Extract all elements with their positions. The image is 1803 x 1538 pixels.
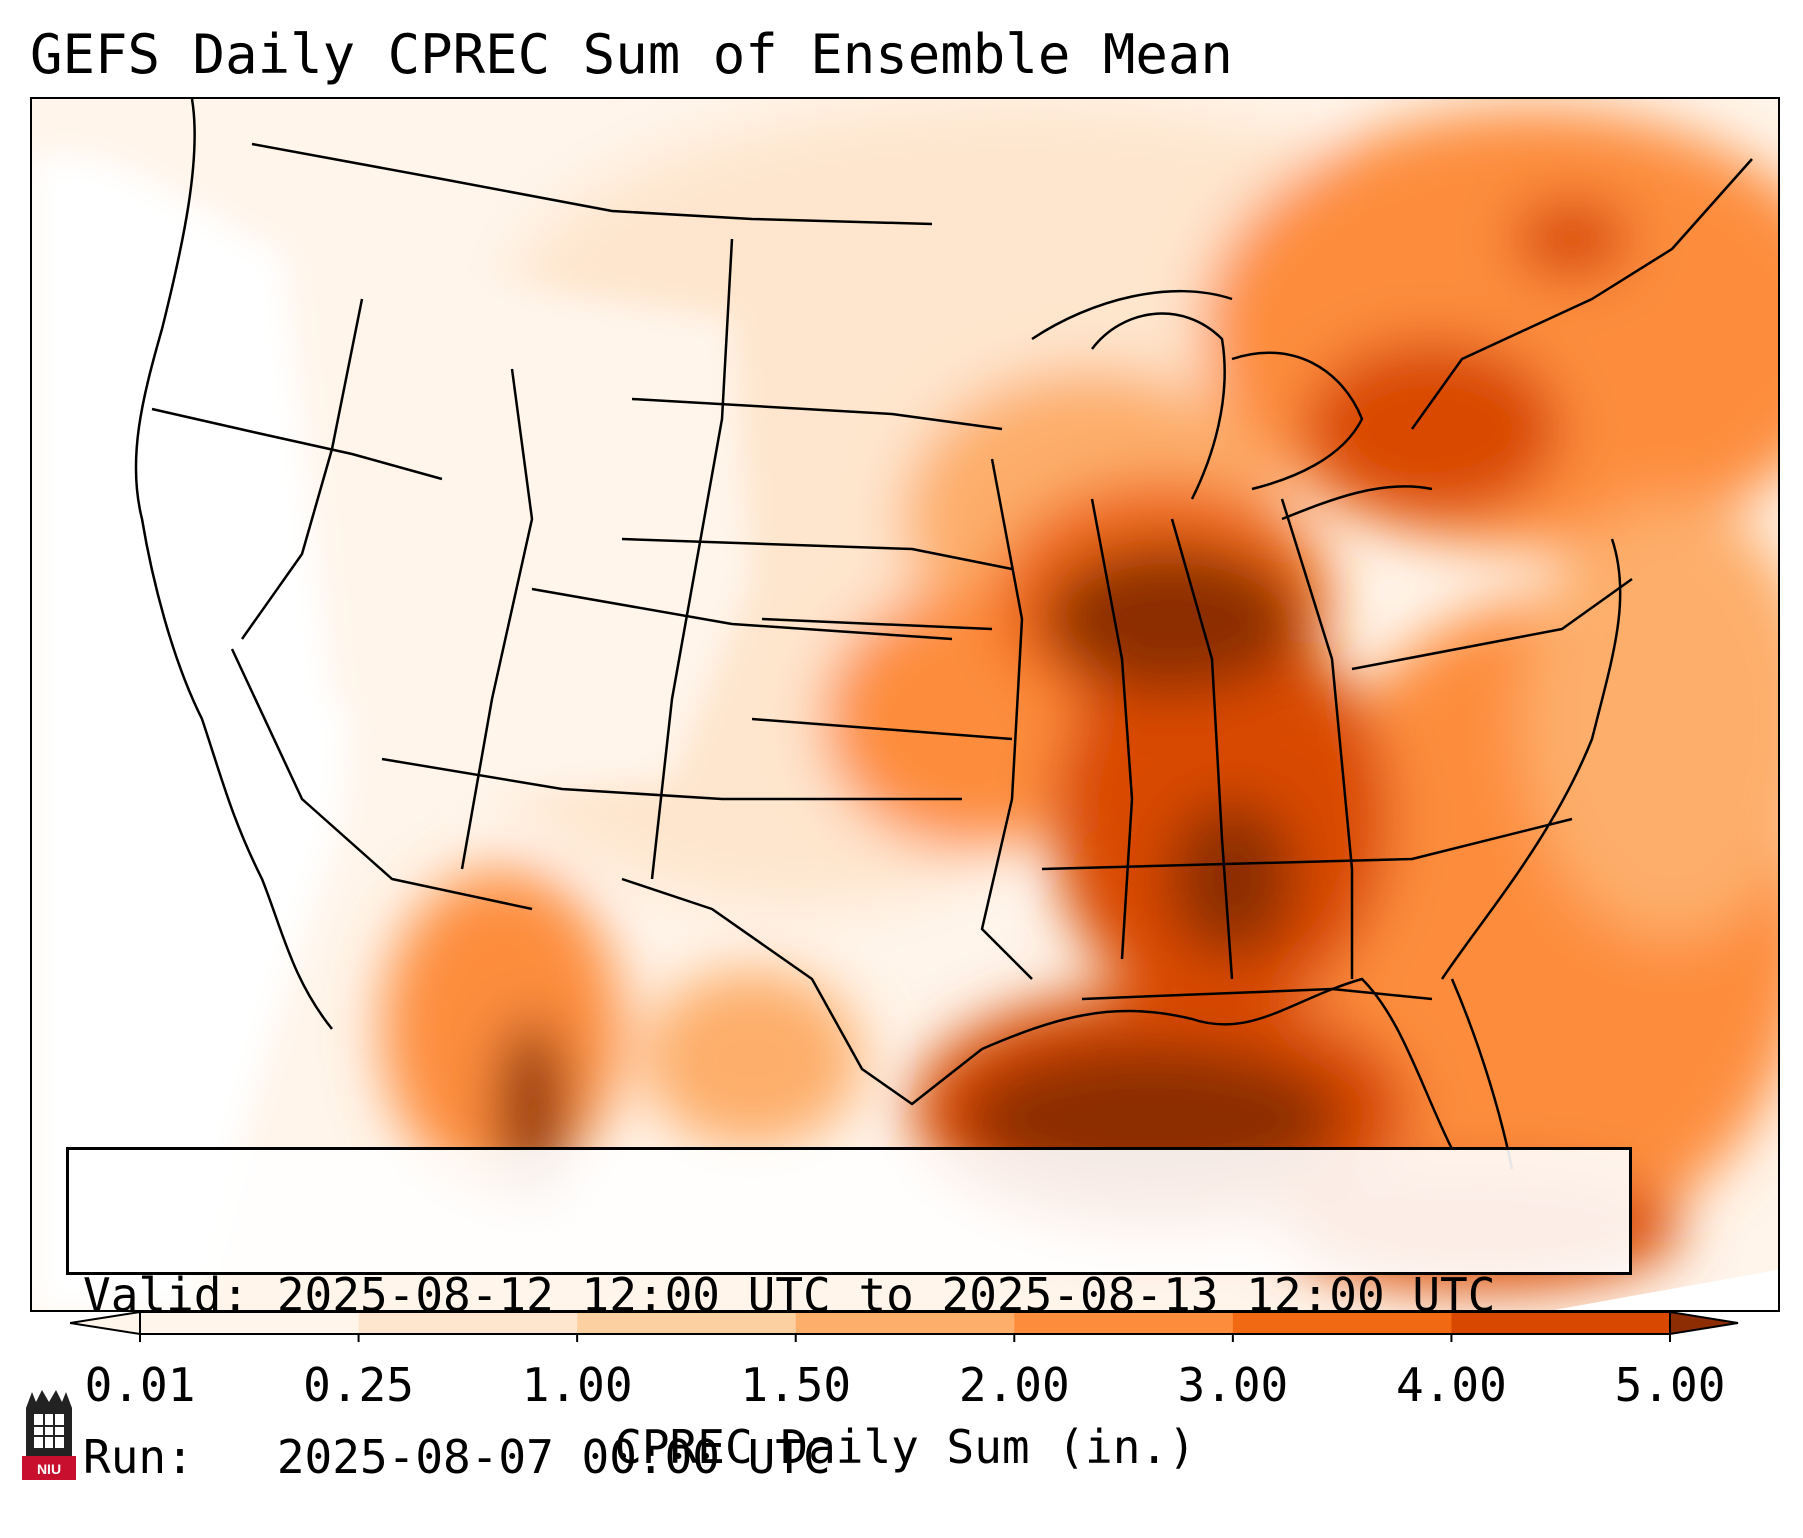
colorbar-ticks [139,1334,1671,1342]
nv-line [240,298,364,640]
colorbar-segment [795,1312,1015,1334]
colorbar-tick-label: 1.50 [740,1358,852,1412]
colorbar-tick-label: 0.01 [84,1358,196,1412]
colorbar-segment [1451,1312,1671,1334]
colorbar-segment [1232,1312,1452,1334]
lake-huron [1231,351,1364,491]
state-boundaries [134,99,1753,1170]
lake-superior [1031,289,1233,341]
west-coast [134,99,333,1030]
texas-border [621,877,983,1106]
logo-grid [34,1414,64,1448]
ut-line [460,368,534,870]
canada-border-west [251,142,933,226]
il-in-line [1090,498,1134,960]
colorbar-tick-label: 0.25 [303,1358,414,1412]
run-time-text: Run: 2025-08-07 00:00 UTC [83,1430,831,1484]
logo-window [34,1414,64,1448]
fl-line [1081,987,1433,1001]
in-oh-line [1170,518,1234,980]
info-box: Valid: 2025-08-12 12:00 UTC to 2025-08-1… [66,1147,1632,1484]
colorbar-tick-label: 1.00 [521,1358,633,1412]
canada-east [1410,158,1753,430]
colorbar-label: CPREC Daily Sum (in.) [614,1420,1196,1474]
projection-edge [1554,1269,1778,1310]
dry-west [32,155,752,1310]
four-corners-row [381,757,962,801]
co-west-line [650,238,734,880]
nd-sd-line [631,397,1003,431]
ks-ne-line [761,617,993,631]
colorbar-tick-label: 4.00 [1396,1358,1507,1412]
ok-ks-line [751,717,1013,741]
colorbar-segment [1014,1312,1234,1334]
map-svg [32,99,1778,1310]
lake-michigan [1091,312,1226,500]
colorbar-segment [577,1312,797,1334]
gulf-coast [981,977,1454,1150]
lake-erie [1281,485,1433,521]
az-ca-line [230,648,533,911]
colorbar-tick-label: 2.00 [958,1358,1070,1412]
colorbar-tick-label: 5.00 [1614,1358,1726,1412]
logo-banner [22,1456,76,1480]
tn-ky-line [1041,817,1573,871]
pa-line [1351,577,1633,671]
precipitation-map [30,97,1780,1312]
colorbar-segment [358,1312,578,1334]
logo-text: NIU [37,1461,61,1477]
colorbar-tick-label: 3.00 [1177,1358,1289,1412]
colorbar-extend-max [1669,1312,1739,1336]
colorbar-extend-min [70,1312,141,1336]
colorbar-segments [70,1312,1739,1336]
colorbar [70,1312,1739,1342]
colorbar-segment [140,1312,360,1334]
page-title: GEFS Daily CPREC Sum of Ensemble Mean [30,23,1233,86]
or-ca-line [151,407,443,481]
ne-line [621,537,1013,571]
mississippi-line [980,458,1033,980]
oh-pa-line [1280,498,1354,979]
co-wy-line [531,587,953,641]
niu-logo: NIU [22,1390,76,1480]
colorbar-outline [139,1312,1671,1335]
east-coast [1440,538,1622,980]
